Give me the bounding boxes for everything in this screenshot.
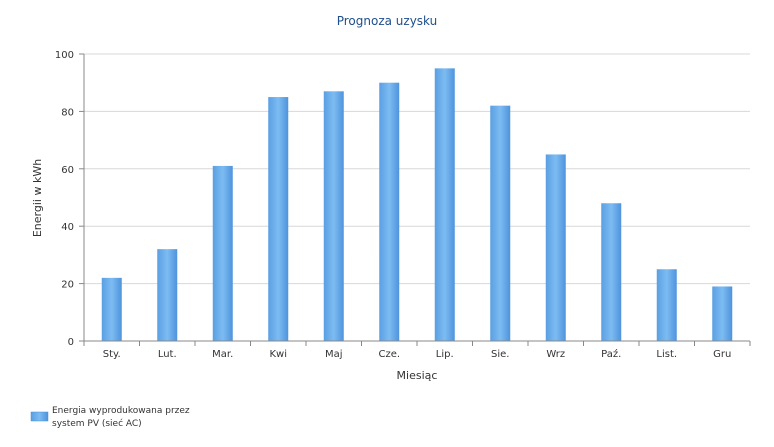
x-tick-label: Wrz — [546, 349, 565, 360]
x-tick-label: Lut. — [158, 349, 177, 360]
y-axis-label: Energii w kWh — [31, 159, 44, 237]
y-tick-label: 40 — [61, 222, 74, 233]
x-tick-label: Cze. — [378, 349, 400, 360]
bars — [101, 68, 733, 341]
bar-9 — [601, 203, 622, 341]
bar-4 — [323, 91, 344, 341]
x-tick-label: Gru — [713, 349, 731, 360]
legend-label-line-2: system PV (sieć AC) — [52, 418, 142, 429]
x-tick-label: Sie. — [491, 349, 509, 360]
bar-11 — [712, 286, 733, 341]
x-tick-label: Mar. — [212, 349, 233, 360]
gridlines — [84, 53, 750, 285]
x-tick-label: Lip. — [436, 349, 454, 360]
legend: Energia wyprodukowana przez system PV (s… — [30, 406, 190, 429]
y-tick-label: 60 — [61, 165, 74, 176]
x-tick-label: Maj — [325, 349, 343, 360]
bar-0 — [101, 277, 122, 341]
y-tick-label: 100 — [55, 50, 74, 61]
legend-label-line-1: Energia wyprodukowana przez — [52, 406, 190, 416]
y-tick-label: 0 — [68, 337, 74, 348]
chart-title: Prognoza uzysku — [337, 14, 438, 28]
x-axis-label: Miesiąc — [397, 369, 438, 382]
y-tick-label: 20 — [61, 280, 74, 291]
bar-2 — [212, 165, 233, 341]
x-tick-label: Kwi — [269, 349, 287, 360]
y-axis-ticks: 0 20 40 60 80 100 — [55, 50, 84, 348]
bar-7 — [490, 105, 511, 341]
x-tick-label: Paź. — [601, 348, 621, 360]
x-axis-ticks: Sty. Lut. Mar. Kwi Maj Cze. Lip. Sie. Wrz Paź. Lis… — [83, 341, 751, 360]
bar-8 — [545, 154, 566, 341]
bar-5 — [379, 82, 400, 341]
y-tick-label: 80 — [61, 107, 74, 118]
bar-1 — [157, 249, 178, 341]
bar-10 — [656, 269, 677, 341]
bar-6 — [434, 68, 455, 341]
x-tick-label: Sty. — [103, 349, 121, 360]
x-tick-label: List. — [656, 349, 677, 360]
legend-swatch — [30, 411, 49, 422]
bar-3 — [268, 97, 289, 341]
